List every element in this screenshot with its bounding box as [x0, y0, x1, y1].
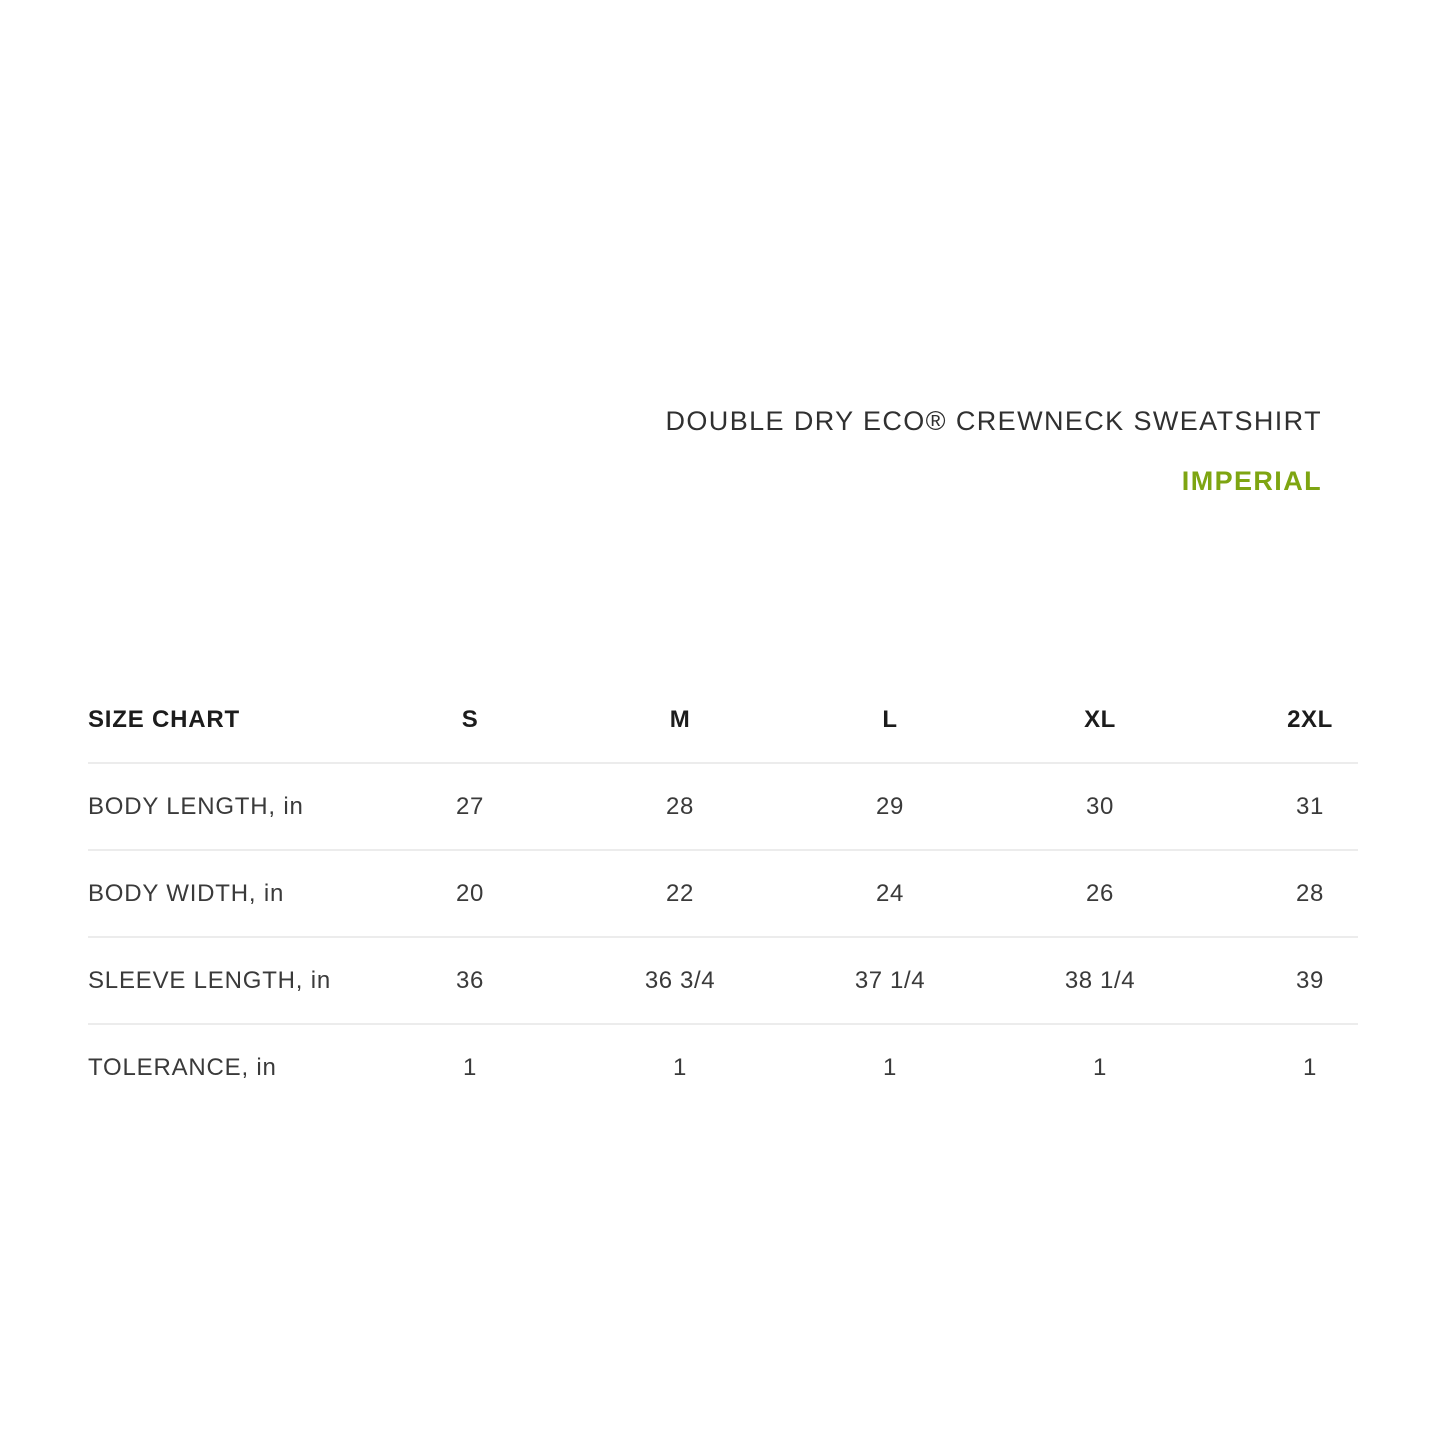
measurement-value: 27: [456, 792, 484, 820]
measurement-value: 1: [1093, 1053, 1107, 1081]
measurement-value: 1: [1303, 1053, 1317, 1081]
size-column-header-2xl: 2XL: [1287, 705, 1333, 733]
table-row: SLEEVE LENGTH, in 36 36 3/4 37 1/4 38 1/4 39: [88, 938, 1358, 1025]
size-column-header-l: L: [882, 705, 898, 733]
size-column-header-xl: XL: [1084, 705, 1116, 733]
measurement-value: 31: [1296, 792, 1324, 820]
table-row: BODY WIDTH, in 20 22 24 26 28: [88, 851, 1358, 938]
measurement-value: 1: [673, 1053, 687, 1081]
measurement-value: 24: [876, 879, 904, 907]
size-column-header-m: M: [669, 705, 691, 733]
measurement-value: 1: [463, 1053, 477, 1081]
table-row: TOLERANCE, in 1 1 1 1 1: [88, 1025, 1358, 1110]
measurement-label: BODY WIDTH, in: [88, 879, 285, 907]
table-row: BODY LENGTH, in 27 28 29 30 31: [88, 764, 1358, 851]
measurement-label: SLEEVE LENGTH, in: [88, 966, 332, 994]
unit-system-label: IMPERIAL: [1181, 466, 1322, 496]
measurement-value: 29: [876, 792, 904, 820]
measurement-value: 36: [456, 966, 484, 994]
size-column-header-s: S: [461, 705, 479, 733]
measurement-value: 39: [1296, 966, 1324, 994]
measurement-value: 22: [666, 879, 694, 907]
product-header: DOUBLE DRY ECO® CREWNECK SWEATSHIRT IMPE…: [666, 406, 1323, 496]
product-title: DOUBLE DRY ECO® CREWNECK SWEATSHIRT: [665, 406, 1322, 436]
measurement-value: 26: [1086, 879, 1114, 907]
table-header-row: SIZE CHART S M L XL 2XL: [88, 677, 1358, 764]
measurement-value: 36 3/4: [644, 966, 716, 994]
measurement-label: TOLERANCE, in: [88, 1053, 277, 1081]
measurement-value: 20: [456, 879, 484, 907]
size-chart-heading: SIZE CHART: [88, 705, 240, 733]
measurement-value: 37 1/4: [854, 966, 926, 994]
measurement-value: 1: [883, 1053, 897, 1081]
measurement-value: 28: [666, 792, 694, 820]
measurement-value: 30: [1086, 792, 1114, 820]
measurement-value: 38 1/4: [1064, 966, 1136, 994]
measurement-label: BODY LENGTH, in: [88, 792, 304, 820]
size-chart-table: SIZE CHART S M L XL 2XL BODY LENGTH, in 27 28 2…: [88, 677, 1358, 1110]
measurement-value: 28: [1296, 879, 1324, 907]
